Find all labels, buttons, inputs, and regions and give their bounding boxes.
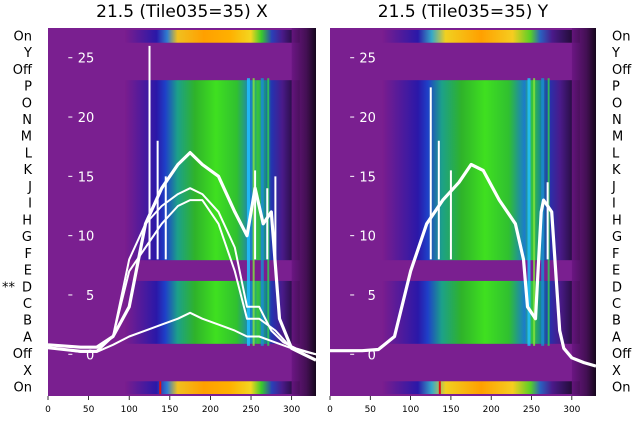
row-label: O xyxy=(612,96,622,111)
row-label: I xyxy=(612,197,616,212)
overlay-tick-label: 0 xyxy=(368,348,376,363)
row-label: On xyxy=(14,381,32,396)
x-tick-label: 300 xyxy=(283,405,300,415)
heatmap-streak xyxy=(533,78,536,346)
panel-title: 21.5 (Tile035=35) X xyxy=(96,2,268,22)
heatmap-edge xyxy=(571,28,596,396)
heatmap-band xyxy=(125,381,300,394)
row-label: O xyxy=(22,96,32,111)
heatmap-streak xyxy=(246,78,250,346)
row-label: J xyxy=(611,180,616,195)
heatmap-band xyxy=(125,280,300,344)
row-label: D xyxy=(612,280,622,295)
x-tick-label: 0 xyxy=(327,405,333,415)
overlay-tick-label: 20 xyxy=(78,111,95,126)
row-label: B xyxy=(23,314,32,329)
overlay-tick-label: 20 xyxy=(359,111,376,126)
row-label: On xyxy=(612,381,630,396)
row-label: G xyxy=(612,230,622,245)
row-label: N xyxy=(22,113,32,128)
row-label: K xyxy=(612,163,621,178)
row-label: Off xyxy=(612,63,632,78)
row-label: F xyxy=(612,247,619,262)
row-marker: ** xyxy=(2,280,16,295)
row-label: B xyxy=(612,314,621,329)
heatmap-streak xyxy=(252,78,255,346)
row-label: J xyxy=(27,180,32,195)
overlay-tick-label: 15 xyxy=(78,170,95,185)
x-tick-label: 100 xyxy=(121,405,138,415)
x-tick-label: 150 xyxy=(442,405,459,415)
heatmap-band xyxy=(382,30,580,43)
row-label: On xyxy=(612,29,630,44)
row-label: E xyxy=(612,264,620,279)
panel-y: 21.5 (Tile035=35) Y On Y Off PONMLKJIHGFEDCB… xyxy=(327,2,632,415)
x-tick-label: 250 xyxy=(523,405,540,415)
x-tick-label: 0 xyxy=(45,405,51,415)
overlay-tick-label: 25 xyxy=(359,52,376,67)
row-label: A xyxy=(612,330,621,345)
overlay-tick-label: 5 xyxy=(86,289,94,304)
row-label: G xyxy=(22,230,32,245)
series-line xyxy=(47,199,317,356)
row-label: Off xyxy=(13,347,33,362)
row-label: I xyxy=(28,197,32,212)
row-label: L xyxy=(25,146,33,161)
series-line xyxy=(47,151,317,362)
row-label: K xyxy=(23,163,32,178)
x-tick-label: 250 xyxy=(242,405,259,415)
x-tick-label: 50 xyxy=(365,405,377,415)
overlay-tick-label: 25 xyxy=(78,52,95,67)
series-line xyxy=(330,162,597,368)
row-label: D xyxy=(22,280,32,295)
row-label: A xyxy=(23,330,32,345)
heatmap-streak xyxy=(260,78,264,346)
row-label: E xyxy=(24,264,32,279)
heatmap-hotline xyxy=(438,381,441,394)
overlay-tick-label: 15 xyxy=(359,170,376,185)
row-label: C xyxy=(612,297,621,312)
x-tick-label: 200 xyxy=(483,405,500,415)
overlay-tick-label: 10 xyxy=(359,230,376,245)
overlay-tick-label: 5 xyxy=(368,289,376,304)
row-label: Y xyxy=(23,46,32,61)
overlay-tick-label: 0 xyxy=(86,348,94,363)
row-label: M xyxy=(21,130,32,145)
heatmap-hotline xyxy=(159,381,162,394)
x-tick-label: 300 xyxy=(563,405,580,415)
overlay-tick-label: 10 xyxy=(78,230,95,245)
row-label: Off xyxy=(13,63,33,78)
row-label: Off xyxy=(612,347,632,362)
panel-title: 21.5 (Tile035=35) Y xyxy=(378,2,549,22)
panel-x: 21.5 (Tile035=35) X On Y Off PONMLKJIHGFEDCB… xyxy=(2,2,317,415)
heatmap-edge xyxy=(291,28,316,396)
row-label: X xyxy=(23,364,32,379)
series-line xyxy=(47,311,317,356)
row-label: M xyxy=(612,130,623,145)
heatmap-band xyxy=(382,381,580,394)
row-label: P xyxy=(612,80,620,95)
row-label: C xyxy=(23,297,32,312)
row-label: N xyxy=(612,113,622,128)
row-label: H xyxy=(22,213,32,228)
row-label: F xyxy=(25,247,32,262)
heatmap-band xyxy=(125,30,300,43)
x-tick-label: 100 xyxy=(402,405,419,415)
row-label: H xyxy=(612,213,622,228)
row-label: On xyxy=(14,29,32,44)
x-tick-label: 150 xyxy=(161,405,178,415)
row-label: Y xyxy=(611,46,620,61)
heatmap-streak xyxy=(527,78,531,346)
x-tick-label: 50 xyxy=(83,405,95,415)
x-tick-label: 200 xyxy=(202,405,219,415)
heatmap-band xyxy=(382,280,580,344)
row-label: P xyxy=(24,80,32,95)
row-label: L xyxy=(612,146,620,161)
row-label: X xyxy=(612,364,621,379)
